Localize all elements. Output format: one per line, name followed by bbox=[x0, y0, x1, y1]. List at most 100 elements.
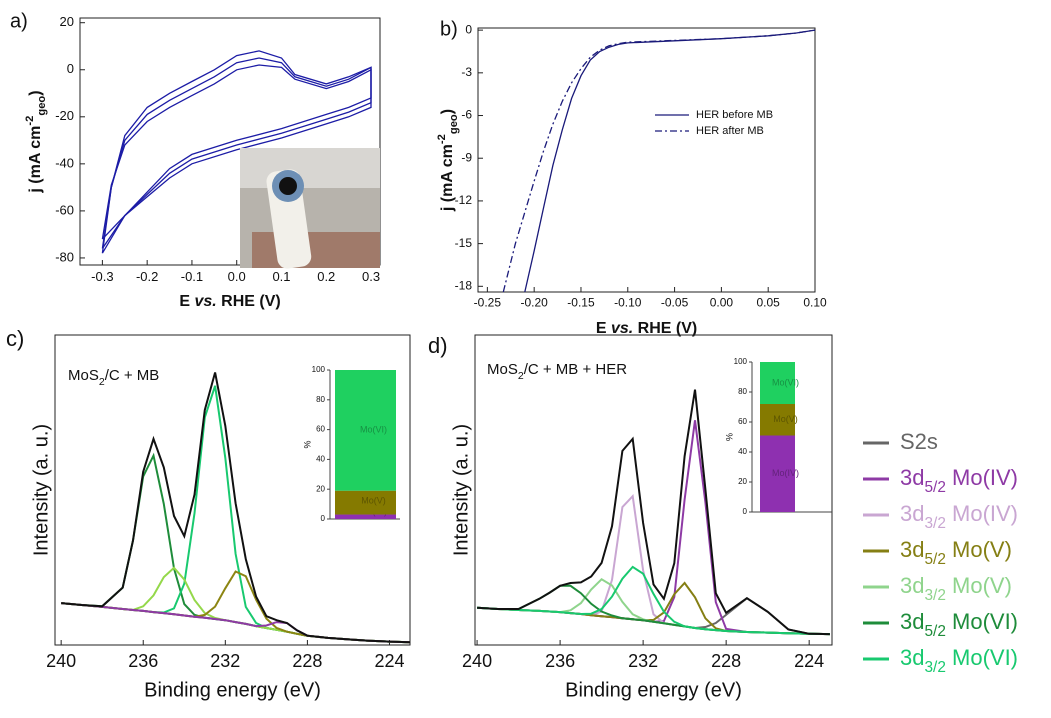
x-axis-label-part: RHE (V) bbox=[633, 320, 697, 337]
legend-label-part: 3d bbox=[900, 573, 924, 598]
y-tick-label: -20 bbox=[55, 108, 74, 123]
y-axis-label-part: geo bbox=[448, 114, 460, 134]
legend-label-part: 5/2 bbox=[924, 479, 945, 496]
panel-label: a) bbox=[10, 10, 28, 32]
annotation-part: /C + MB + HER bbox=[524, 361, 628, 378]
data-line bbox=[61, 602, 411, 644]
plot-frame bbox=[54, 334, 411, 646]
annotation-part: 2 bbox=[99, 376, 105, 388]
x-tick-label: 232 bbox=[628, 651, 658, 671]
legend-label-part: Mo(VI) bbox=[946, 609, 1018, 634]
legend-label-part: 3d bbox=[900, 501, 924, 526]
y-tick-label: 0 bbox=[321, 514, 326, 523]
y-axis-label-part: ) bbox=[27, 90, 44, 95]
photo-electrode-disk bbox=[279, 177, 297, 195]
data-line bbox=[101, 50, 372, 254]
y-tick-label: 0 bbox=[743, 507, 748, 516]
data-line bbox=[61, 566, 411, 644]
annotation-part: MoS bbox=[68, 367, 99, 384]
x-tick-label: -0.20 bbox=[520, 296, 548, 310]
x-axis-label: Binding energy (eV) bbox=[565, 679, 742, 701]
panel-label: c) bbox=[6, 326, 24, 351]
bar-label: Mo(IV) bbox=[772, 468, 799, 478]
y-tick-label: 80 bbox=[738, 387, 747, 396]
legend-label-part: 3/2 bbox=[924, 515, 945, 532]
x-axis-label: E vs. RHE (V) bbox=[596, 320, 697, 337]
bar-segment bbox=[335, 490, 396, 515]
legend-label: 3d5/2 Mo(IV) bbox=[900, 465, 1018, 496]
data-line bbox=[61, 372, 411, 644]
legend-label: HER after MB bbox=[696, 125, 764, 137]
bar-segment bbox=[760, 435, 795, 512]
y-tick-label: -40 bbox=[55, 155, 74, 170]
legend-label-part: 5/2 bbox=[924, 623, 945, 640]
data-line bbox=[477, 565, 830, 636]
y-axis-label: % bbox=[724, 433, 734, 441]
legend-label: 3d5/2 Mo(V) bbox=[900, 537, 1012, 568]
x-tick-label: -0.3 bbox=[91, 269, 113, 284]
legend-label-part: 3/2 bbox=[924, 587, 945, 604]
data-line bbox=[101, 64, 372, 240]
data-line bbox=[61, 570, 411, 644]
y-tick-label: 60 bbox=[316, 425, 325, 434]
y-tick-label: 20 bbox=[738, 477, 747, 486]
annotation-part: MoS bbox=[487, 361, 518, 378]
x-tick-label: -0.05 bbox=[661, 296, 689, 310]
y-tick-label: 0 bbox=[67, 61, 74, 76]
legend-label: 3d3/2 Mo(V) bbox=[900, 573, 1012, 604]
y-axis-label: % bbox=[302, 440, 312, 448]
legend-label-part: 3d bbox=[900, 465, 924, 490]
y-axis-label-part: j (mA cm bbox=[27, 126, 44, 194]
x-tick-label: 0.1 bbox=[272, 269, 290, 284]
x-tick-label: -0.15 bbox=[567, 296, 595, 310]
x-tick-label: 228 bbox=[711, 651, 741, 671]
legend-label-part: 3d bbox=[900, 537, 924, 562]
x-tick-label: 224 bbox=[374, 651, 404, 671]
bar-segment bbox=[760, 362, 795, 404]
bar-segment bbox=[335, 370, 396, 491]
data-line bbox=[477, 578, 830, 636]
x-tick-label: 236 bbox=[128, 651, 158, 671]
y-tick-label: 40 bbox=[316, 455, 325, 464]
x-tick-label: 0.10 bbox=[803, 296, 827, 310]
photo-wall bbox=[240, 148, 380, 188]
x-axis-label-part: RHE (V) bbox=[217, 293, 281, 310]
bar-segment bbox=[335, 514, 396, 519]
annotation-part: 2 bbox=[518, 370, 524, 382]
y-tick-label: 80 bbox=[316, 395, 325, 404]
x-tick-label: 0.3 bbox=[362, 269, 380, 284]
y-axis-label-part: j (mA cm bbox=[439, 144, 456, 212]
data-line bbox=[477, 581, 830, 636]
y-tick-label: 0 bbox=[465, 22, 472, 36]
y-tick-label: -80 bbox=[55, 249, 74, 264]
x-tick-label: 228 bbox=[292, 651, 322, 671]
legend-label-part: 3d bbox=[900, 645, 924, 670]
x-axis-label: E vs. RHE (V) bbox=[179, 293, 280, 310]
x-axis-label-part: E bbox=[596, 320, 611, 337]
x-axis-label-part: E bbox=[179, 293, 194, 310]
y-tick-label: 60 bbox=[738, 417, 747, 426]
plot-frame bbox=[79, 17, 381, 266]
legend-label-part: 5/2 bbox=[924, 551, 945, 568]
y-axis-label: Intensity (a. u.) bbox=[450, 424, 472, 556]
x-tick-label: 232 bbox=[210, 651, 240, 671]
y-tick-label: -6 bbox=[461, 108, 472, 122]
y-tick-label: 20 bbox=[316, 484, 325, 493]
photo-hand bbox=[252, 232, 380, 268]
y-axis-label-part: -2 bbox=[24, 116, 36, 126]
legend-label-part: Mo(V) bbox=[946, 537, 1012, 562]
y-tick-label: 20 bbox=[60, 14, 74, 29]
bar-label: Mo(V) bbox=[361, 495, 386, 505]
data-line bbox=[477, 494, 830, 636]
legend-label-part: Mo(V) bbox=[946, 573, 1012, 598]
legend-label-part: Mo(IV) bbox=[946, 465, 1018, 490]
y-axis-label: j (mA cm-2geo) bbox=[24, 90, 48, 193]
legend-label: 3d5/2 Mo(VI) bbox=[900, 609, 1018, 640]
y-tick-label: -12 bbox=[455, 193, 473, 207]
x-tick-label: -0.2 bbox=[136, 269, 158, 284]
x-tick-label: 0.0 bbox=[228, 269, 246, 284]
y-axis-label-part: ) bbox=[439, 109, 456, 114]
legend-label: S2s bbox=[900, 429, 938, 454]
data-line bbox=[477, 389, 830, 636]
